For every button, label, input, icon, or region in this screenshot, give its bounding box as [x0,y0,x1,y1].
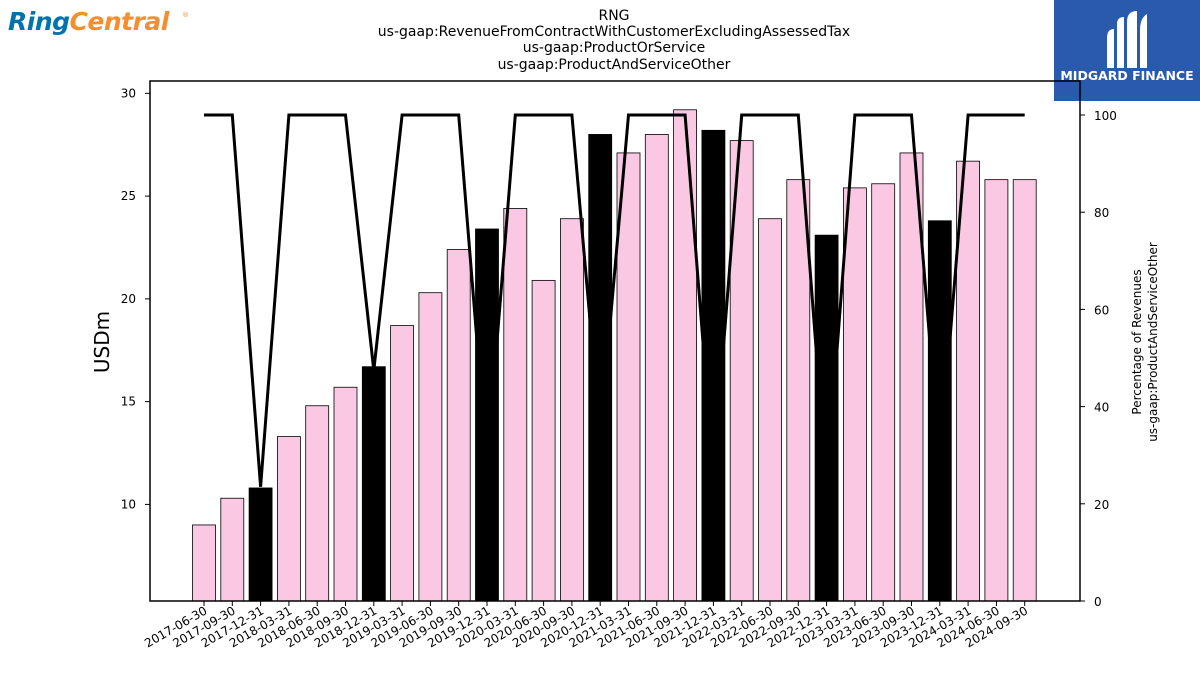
y-tick-label: 10 [121,497,136,511]
bar [333,386,358,602]
bar-highlight [475,228,499,602]
midgard-finance-text: MIDGARD FINANCE [1060,68,1193,83]
bar [843,187,867,602]
bar [644,134,669,602]
bar [531,279,556,602]
bar [786,179,811,602]
bar-highlight [588,134,613,602]
bar-highlight [361,366,386,602]
bar [560,218,584,602]
bar [758,218,782,602]
y2-axis-label: Percentage of Revenues us-gaap:ProductAn… [1130,242,1160,442]
y-tick-label: 20 [121,292,136,306]
y2-tick-label: 0 [1094,595,1102,609]
y-tick-label: 15 [121,395,136,409]
y2-tick-label: 40 [1094,401,1109,415]
logo-central-text: Central [70,7,170,36]
y2-tick-label: 80 [1094,206,1109,220]
bar [220,497,245,602]
bar-highlight [927,220,952,602]
plot-frame [149,80,1081,602]
bar [503,208,528,602]
bar [390,325,415,602]
title-line: RNG [598,8,629,24]
bar [276,436,301,602]
series-line [204,113,1025,487]
title-line: us-gaap:ProductOrService [523,40,706,56]
bar [418,292,443,602]
registered-mark-icon: ® [182,11,189,19]
bar-highlight [814,234,839,602]
title-line: us-gaap:ProductAndServiceOther [498,57,731,73]
midgard-emblem-icon [1107,11,1147,68]
y2-tick-label: 100 [1094,109,1117,123]
y2-axis-label-line: Percentage of Revenues [1130,269,1144,414]
bar [673,109,697,602]
bar [305,405,330,602]
bars [192,109,1037,602]
title-line: us-gaap:RevenueFromContractWithCustomerE… [378,24,850,40]
bar [984,179,1009,602]
y-tick-label: 25 [121,189,136,203]
bar [192,524,216,602]
chart-title: RNG us-gaap:RevenueFromContractWithCusto… [378,8,850,73]
ringcentral-logo: RingCentral ® [8,7,189,36]
logo-ring-text: Ring [8,7,70,36]
y2-tick-label: 20 [1094,498,1109,512]
bar [446,249,471,602]
y-tick-label: 30 [121,86,136,100]
y-axis-label: USDm [90,311,114,373]
bar-highlight [248,487,273,602]
bar [871,183,896,602]
midgard-finance-logo: MIDGARD FINANCE [1054,0,1200,101]
bar [1012,179,1037,602]
percentage-line [204,113,1025,487]
svg-text:RingCentral: RingCentral [8,7,170,36]
y2-axis-label-line: us-gaap:ProductAndServiceOther [1146,242,1160,442]
y2-tick-label: 60 [1094,303,1109,317]
